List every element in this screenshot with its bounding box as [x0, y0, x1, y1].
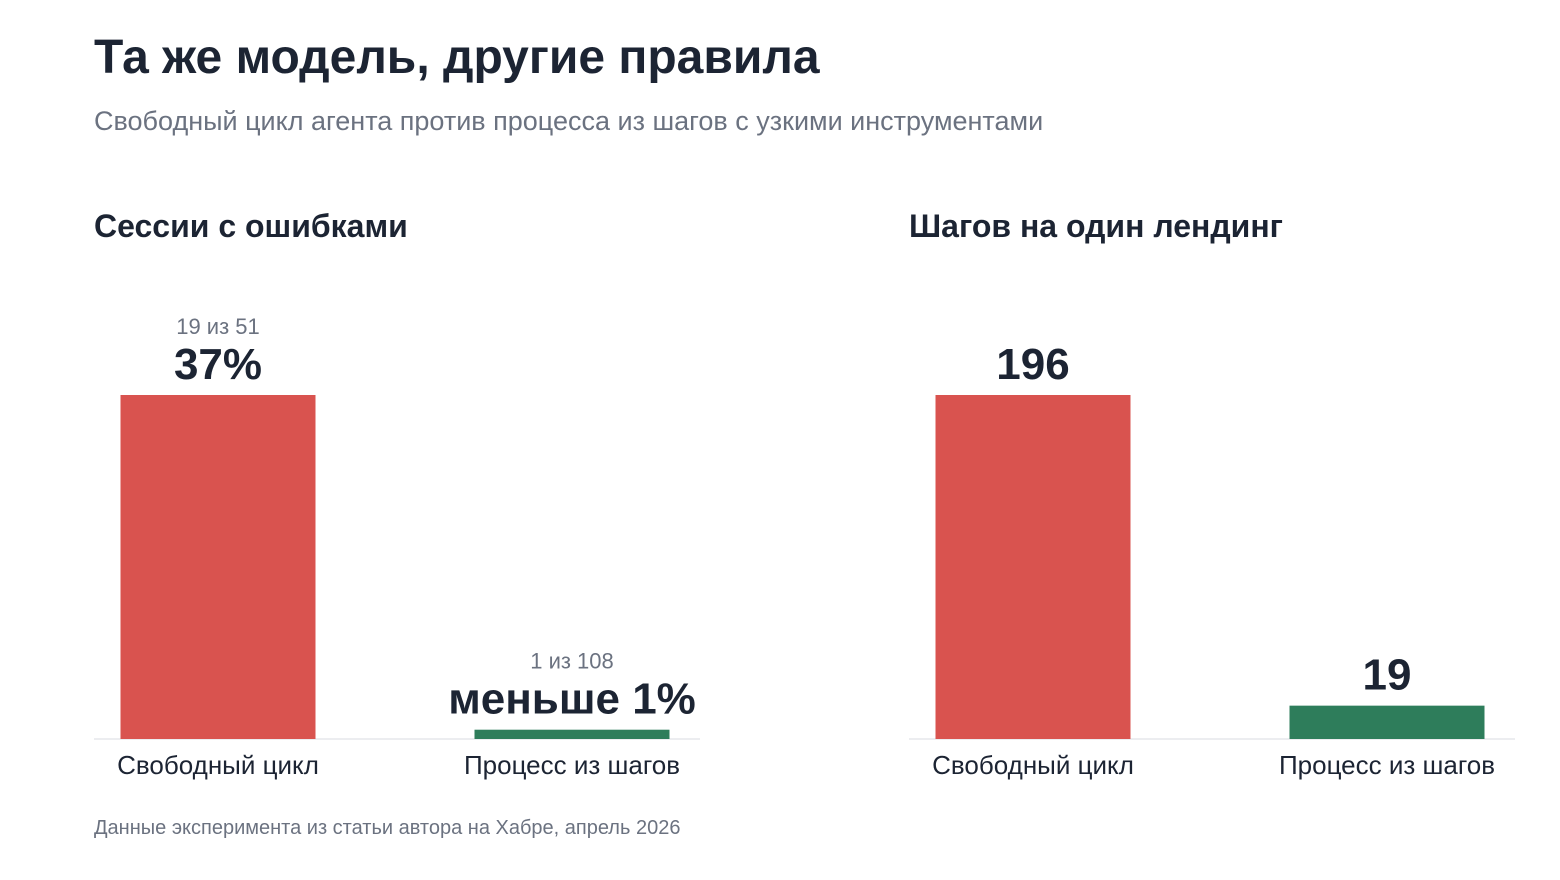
footnote: Данные эксперимента из статьи автора на … [94, 817, 681, 839]
chart-subtitle: Свободный цикл агента против процесса из… [94, 106, 1044, 136]
bar-free-loop [935, 395, 1131, 739]
bar-free-loop [120, 395, 316, 739]
chart-errors: 37%19 из 51 Свободный цикл меньше 1%1 из 1… [94, 314, 700, 780]
value-label: меньше 1% [448, 675, 696, 724]
value-label: 37% [174, 340, 262, 389]
bar-step-process [474, 729, 670, 739]
count-label: 19 из 51 [176, 314, 260, 339]
bar-step-process [1289, 705, 1485, 739]
panel-steps: Шагов на один лендинг 196 Свободный цикл 1… [909, 200, 1515, 800]
category-label: Процесс из шагов [1279, 750, 1495, 780]
panel-title-errors: Сессии с ошибками [94, 208, 408, 244]
count-label: 1 из 108 [530, 649, 614, 674]
panel-title-steps: Шагов на один лендинг [909, 208, 1283, 244]
value-label: 19 [1363, 651, 1412, 700]
category-label: Процесс из шагов [464, 750, 680, 780]
category-label: Свободный цикл [932, 750, 1134, 780]
panel-errors: Сессии с ошибками 37% 19 из 51 Свободный ц… [94, 200, 700, 800]
chart-steps: 196 Свободный цикл 19 Процесс из шагов [909, 340, 1515, 780]
chart-title: Та же модель, другие правила [94, 31, 820, 84]
category-label: Свободный цикл [117, 750, 319, 780]
value-label: 196 [996, 340, 1069, 389]
